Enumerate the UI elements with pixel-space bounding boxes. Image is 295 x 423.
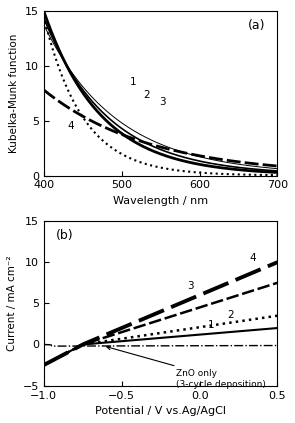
Text: (a): (a) [248, 19, 266, 32]
Text: 3: 3 [159, 97, 166, 107]
Text: 2: 2 [143, 91, 150, 100]
Text: 1: 1 [207, 320, 214, 330]
Y-axis label: Kubelka-Munk function: Kubelka-Munk function [9, 33, 19, 153]
Text: 4: 4 [250, 253, 256, 263]
Text: ZnO only
(3-cycle deposition): ZnO only (3-cycle deposition) [107, 346, 266, 389]
X-axis label: Wavelength / nm: Wavelength / nm [113, 196, 208, 206]
Text: 4: 4 [67, 121, 74, 131]
Text: 3: 3 [187, 280, 194, 291]
Text: 2: 2 [228, 310, 234, 320]
Text: (b): (b) [55, 229, 73, 242]
X-axis label: Potential / V vs.Ag/AgCl: Potential / V vs.Ag/AgCl [95, 406, 226, 416]
Text: 1: 1 [130, 77, 136, 87]
Y-axis label: Current / mA cm⁻²: Current / mA cm⁻² [7, 255, 17, 351]
